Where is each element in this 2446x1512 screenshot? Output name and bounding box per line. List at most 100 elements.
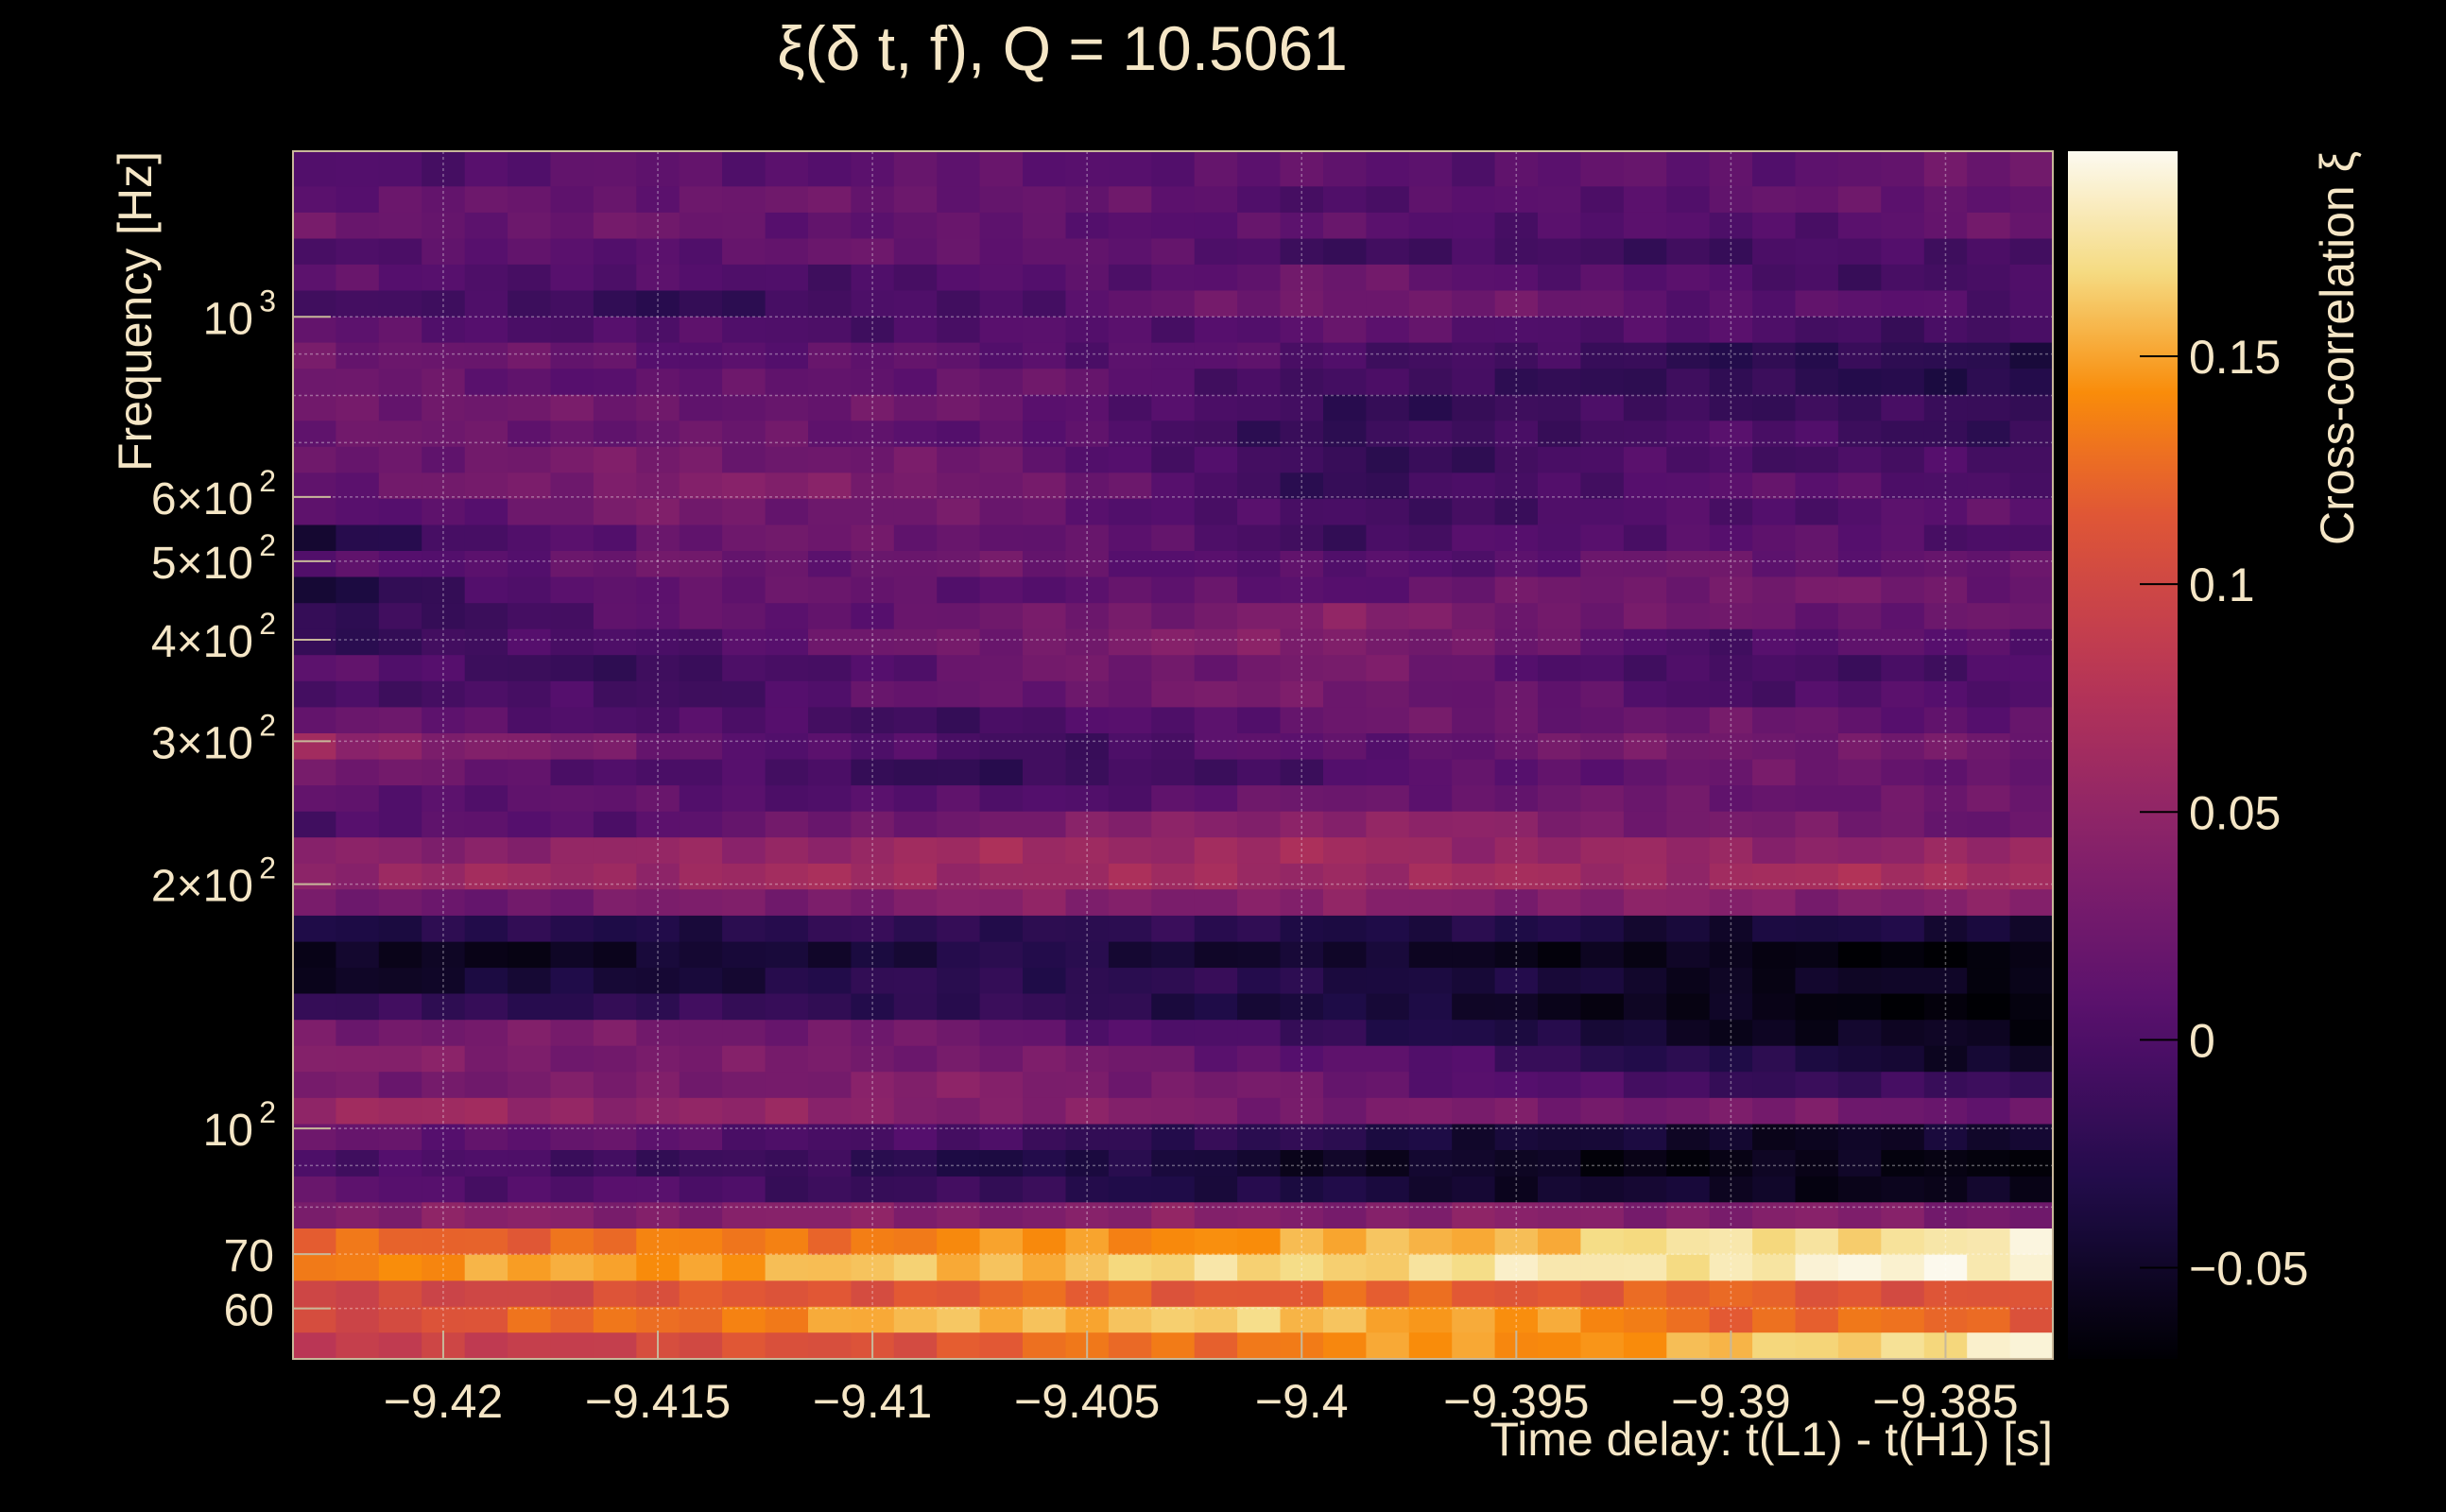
heatmap-cell <box>937 811 981 838</box>
heatmap-cell <box>1108 1254 1152 1281</box>
heatmap-cell <box>1237 602 1282 629</box>
heatmap-cell <box>1408 888 1453 916</box>
heatmap-cell <box>1023 1045 1066 1073</box>
heatmap-cell <box>1323 576 1367 604</box>
heatmap-cell <box>1881 1149 1925 1177</box>
heatmap-cell <box>1151 1149 1196 1177</box>
heatmap-cell <box>1837 550 1882 577</box>
heatmap-cell <box>550 151 594 187</box>
heatmap-cell <box>1967 1332 2011 1360</box>
heatmap-cell <box>336 992 380 1021</box>
heatmap-cell <box>1538 759 1581 786</box>
heatmap-cell <box>336 1306 380 1333</box>
heatmap-cell <box>378 342 422 369</box>
heatmap-cell <box>1194 628 1238 656</box>
heatmap-cell <box>937 888 981 916</box>
heatmap-cell <box>1923 151 1968 187</box>
heatmap-cell <box>1623 264 1667 291</box>
heatmap-cell <box>979 1123 1024 1150</box>
heatmap-cell <box>1881 602 1925 629</box>
heatmap-cell <box>722 784 767 812</box>
heatmap-cell <box>808 1045 852 1073</box>
heatmap-cell <box>1023 185 1066 213</box>
heatmap-cell <box>2009 1254 2054 1281</box>
heatmap-cell <box>1752 576 1797 604</box>
heatmap-cell <box>550 784 594 812</box>
heatmap-cell <box>1452 1097 1496 1125</box>
heatmap-cell <box>937 342 981 369</box>
heatmap-cell <box>1538 732 1581 760</box>
heatmap-cell <box>1837 1097 1882 1125</box>
heatmap-cell <box>1666 1123 1711 1150</box>
heatmap-cell <box>937 1097 981 1125</box>
heatmap-cell <box>851 628 895 656</box>
heatmap-cell <box>1752 151 1797 187</box>
heatmap-cell <box>1280 446 1324 473</box>
heatmap-cell <box>636 628 680 656</box>
heatmap-cell <box>1237 628 1282 656</box>
heatmap-cell <box>1452 1071 1496 1098</box>
heatmap-cell <box>1580 967 1625 994</box>
heatmap-cell <box>336 446 380 473</box>
heatmap-cell <box>1709 1045 1753 1073</box>
heatmap-cell <box>765 628 809 656</box>
heatmap-cell <box>765 811 809 838</box>
heatmap-cell <box>1795 732 1839 760</box>
heatmap-cell <box>1923 1306 1968 1333</box>
heatmap-cell <box>765 576 809 604</box>
heatmap-cell <box>464 1280 508 1307</box>
heatmap-cell <box>1580 680 1625 708</box>
heatmap-cell <box>1709 550 1753 577</box>
heatmap-cell <box>851 524 895 551</box>
heatmap-cell <box>1666 576 1711 604</box>
heatmap-cell <box>1151 1097 1196 1125</box>
heatmap-cell <box>1237 420 1282 447</box>
heatmap-cell <box>1923 1097 1968 1125</box>
heatmap-cell <box>1795 342 1839 369</box>
heatmap-cell <box>1452 992 1496 1021</box>
heatmap-cell <box>1967 237 2011 265</box>
heatmap-cell <box>679 1280 723 1307</box>
heatmap-cell <box>1666 498 1711 525</box>
heatmap-cell <box>1151 264 1196 291</box>
heatmap-cell <box>1666 628 1711 656</box>
heatmap-cell <box>378 759 422 786</box>
heatmap-cell <box>508 576 552 604</box>
heatmap-cell <box>1580 1123 1625 1150</box>
heatmap-cell <box>293 342 336 369</box>
heatmap-cell <box>593 863 637 890</box>
heatmap-cell <box>1967 289 2011 317</box>
heatmap-cell <box>1108 316 1152 343</box>
heatmap-cell <box>937 289 981 317</box>
heatmap-cell <box>1967 628 2011 656</box>
heatmap-cell <box>636 1228 680 1255</box>
heatmap-cell <box>808 368 852 395</box>
heatmap-cell <box>1837 237 1882 265</box>
heatmap-cell <box>851 732 895 760</box>
heatmap-cell <box>1538 472 1581 499</box>
heatmap-cell <box>508 1201 552 1228</box>
heatmap-cell <box>1881 264 1925 291</box>
heatmap-cell <box>722 316 767 343</box>
heatmap-cell <box>1967 472 2011 499</box>
heatmap-cell <box>1323 784 1367 812</box>
heatmap-cells <box>293 151 2054 1360</box>
heatmap-cell <box>1666 1306 1711 1333</box>
heatmap-cell <box>1709 316 1753 343</box>
heatmap-cell <box>464 784 508 812</box>
heatmap-cell <box>1194 368 1238 395</box>
heatmap-cell <box>1752 654 1797 681</box>
heatmap-cell <box>765 967 809 994</box>
x-tick-label: −9.385 <box>1872 1375 2018 1428</box>
colorbar-label: Cross-correlation ξ <box>2311 151 2364 545</box>
heatmap-cell <box>1408 446 1453 473</box>
heatmap-cell <box>593 1071 637 1098</box>
heatmap-cell <box>422 863 466 890</box>
heatmap-cell <box>550 967 594 994</box>
heatmap-cell <box>979 1228 1024 1255</box>
heatmap-cell <box>1752 888 1797 916</box>
heatmap-cell <box>336 342 380 369</box>
heatmap-cell <box>2009 237 2054 265</box>
heatmap-cell <box>679 446 723 473</box>
heatmap-cell <box>1923 264 1968 291</box>
